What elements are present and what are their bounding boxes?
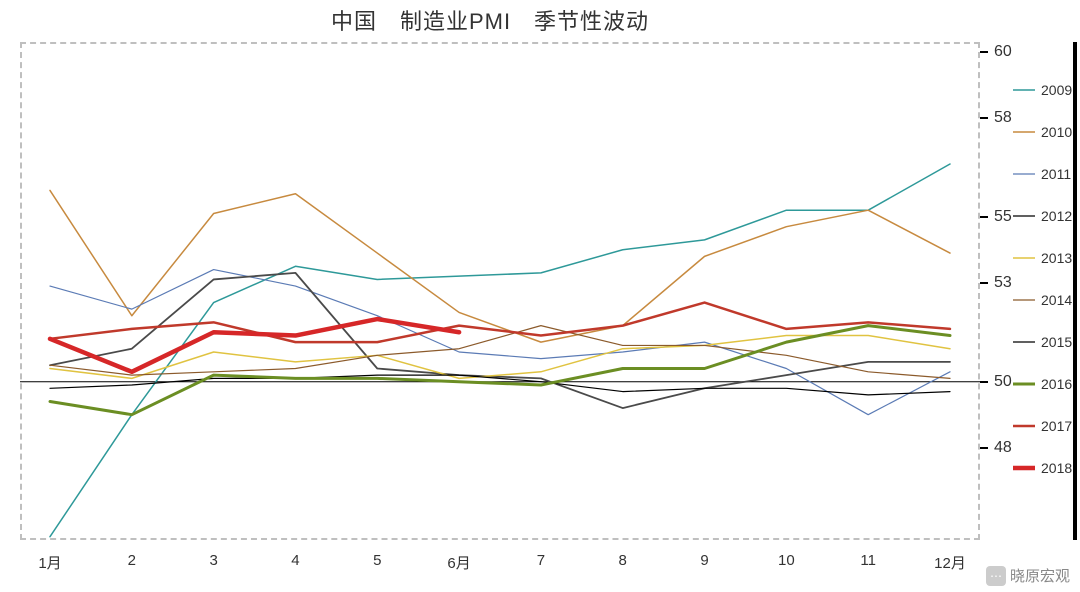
x-tick-label: 2 [128,552,136,569]
x-tick-label: 5 [373,552,381,569]
legend-swatch-icon [1013,250,1035,266]
chart-title: 中国 制造业PMI 季节性波动 [0,4,980,36]
series-2010 [50,190,950,342]
legend-label: 2016 [1041,376,1072,392]
x-tick-label: 12月 [934,552,966,573]
legend-label: 2015 [1041,334,1072,350]
legend-swatch-icon [1013,460,1035,476]
y-tick-mark [980,51,988,53]
y-tick-label: 60 [994,43,1012,61]
legend-label: 2018 [1041,460,1072,476]
legend-item-2012: 2012 [1013,208,1075,224]
y-tick-mark [980,381,988,383]
x-tick-label: 9 [700,552,708,569]
legend-item-2013: 2013 [1013,250,1075,266]
watermark-icon: ⋯ [986,566,1006,586]
legend-swatch-icon [1013,418,1035,434]
x-tick-label: 1月 [38,552,61,573]
legend-label: 2012 [1041,208,1072,224]
legend-swatch-icon [1013,166,1035,182]
series-2018 [50,319,459,372]
x-tick-label: 11 [860,552,876,569]
x-tick-label: 4 [291,552,299,569]
y-tick-label: 53 [994,274,1012,292]
legend-swatch-icon [1013,208,1035,224]
legend-label: 2013 [1041,250,1072,266]
x-tick-label: 10 [778,552,795,569]
y-tick-mark [980,216,988,218]
x-tick-label: 8 [619,552,627,569]
y-tick-label: 50 [994,373,1012,391]
legend-swatch-icon [1013,376,1035,392]
legend-item-2017: 2017 [1013,418,1075,434]
y-tick-label: 48 [994,439,1012,457]
watermark: ⋯ 晓原宏观 [986,565,1070,586]
legend-item-2009: 2009 [1013,82,1075,98]
y-tick-label: 55 [994,208,1012,226]
legend-label: 2011 [1041,166,1071,182]
watermark-text: 晓原宏观 [1010,565,1070,586]
legend-item-2016: 2016 [1013,376,1075,392]
legend-item-2015: 2015 [1013,334,1075,350]
y-tick-mark [980,447,988,449]
x-tick-label: 6月 [447,552,470,573]
legend: 2009 2010 2011 2012 2013 2014 2015 2016 2017 2018 [1013,82,1075,502]
y-tick-mark [980,117,988,119]
chart-container: 中国 制造业PMI 季节性波动 48 50 53 55 58 60 1月 2 3 4 5 6月 7 8 9… [0,0,1080,592]
legend-item-2010: 2010 [1013,124,1075,140]
chart-svg [20,42,980,540]
legend-label: 2017 [1041,418,1072,434]
x-tick-label: 3 [209,552,217,569]
legend-label: 2009 [1041,82,1072,98]
legend-swatch-icon [1013,82,1035,98]
legend-swatch-icon [1013,334,1035,350]
legend-item-2014: 2014 [1013,292,1075,308]
legend-label: 2010 [1041,124,1072,140]
series-2009 [50,164,950,537]
legend-item-2018: 2018 [1013,460,1075,476]
y-tick-mark [980,282,988,284]
legend-swatch-icon [1013,124,1035,140]
legend-swatch-icon [1013,292,1035,308]
legend-label: 2014 [1041,292,1072,308]
x-tick-label: 7 [537,552,545,569]
y-tick-label: 58 [994,109,1012,127]
legend-item-2011: 2011 [1013,166,1075,182]
